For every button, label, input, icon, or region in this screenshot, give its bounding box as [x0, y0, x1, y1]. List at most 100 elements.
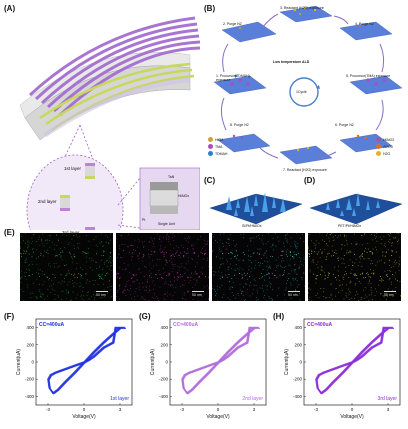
y-tick-label: 400: [160, 325, 168, 330]
afm-surfaces: [209, 192, 403, 225]
pt-label: Pt: [142, 218, 146, 222]
step-6: 6. Purge N2: [335, 123, 354, 127]
tma-swatch: [208, 144, 213, 149]
compliance-label: CC=400uA: [307, 322, 333, 328]
al2o3-swatch: [376, 144, 381, 149]
layer-stack-1: [85, 163, 95, 179]
x-tick-label: 0: [217, 407, 220, 412]
y-tick-label: 0: [299, 360, 302, 365]
panel-label-a: (A): [4, 4, 16, 13]
y-tick-label: 0: [165, 360, 168, 365]
y-tick-label: 200: [294, 342, 302, 347]
eds-map-2: 50 nm: [116, 233, 209, 301]
panel-label-h: (H): [273, 312, 285, 321]
iv-curve: [316, 327, 395, 395]
legend-h2o: H2O: [383, 151, 391, 156]
y-axis-label: Current(uA): [16, 349, 22, 375]
x-tick-label: -3: [180, 407, 184, 412]
panel-label-f: (F): [4, 312, 15, 321]
step-4: 4. Purge N2: [355, 22, 374, 26]
x-tick-label: 0: [83, 407, 86, 412]
compliance-label: CC=400uA: [173, 322, 199, 328]
panel-label-g: (G): [139, 312, 151, 321]
panel-label-b: (B): [204, 4, 216, 13]
single-unit-label: Single Unit: [158, 222, 175, 226]
scale-label-4: 50 nm: [384, 293, 394, 297]
x-tick-label: -3: [314, 407, 318, 412]
x-axis-label: Voltage(V): [72, 414, 96, 420]
panel-label-c: (C): [204, 176, 216, 185]
layer1-label: 1st layer: [64, 166, 82, 171]
y-axis-label: Current(uA): [284, 349, 290, 375]
panel-label-e: (E): [4, 228, 15, 237]
y-tick-label: 200: [26, 342, 34, 347]
eds-map-4: 50 nm: [308, 233, 401, 301]
h2o-swatch: [376, 151, 381, 156]
layer-label: 3rd layer: [378, 396, 398, 402]
afm-d-label: PET/Pt/HfAlOx: [338, 224, 362, 228]
step-8: 8. Purge N2: [230, 123, 249, 127]
legend-hfo2: HfO2: [215, 137, 224, 142]
legend-al2o3: Al2O3: [383, 144, 393, 149]
layer2-label: 2nd layer: [38, 199, 57, 204]
iv-curve: [315, 327, 394, 395]
eds-map-3: 50 nm: [212, 233, 305, 301]
x-tick-label: 3: [119, 407, 122, 412]
iv-plot-g: 400 200 0 -200 -400 -3 0 3 Voltage(V) Current(uA)…: [150, 318, 267, 420]
y-tick-label: -200: [25, 377, 35, 382]
iv-plot-h: 400 200 0 -200 -400 -3 0 3 Voltage(V) Current(uA)…: [284, 318, 401, 420]
legend-tma: TMA: [215, 144, 223, 149]
cycle-label: 1Cycle: [296, 90, 307, 94]
scale-label-1: 50 nm: [96, 293, 106, 297]
hfalo2-swatch: [376, 137, 381, 142]
layer-label: 1st layer: [110, 396, 129, 402]
step-1: 1. Procursor(TDMAH) exposure: [216, 74, 250, 82]
iv-curve: [47, 327, 126, 395]
layer-stack-3: [85, 227, 95, 230]
iv-curve: [315, 326, 393, 395]
hfalox-label: HfAlOx: [178, 194, 190, 198]
x-axis-label: Voltage(V): [206, 414, 230, 420]
step-2: 2. Purge N2: [223, 22, 242, 26]
iv-curve: [182, 327, 261, 395]
y-tick-label: 400: [294, 325, 302, 330]
layer-stack-2: [60, 195, 70, 211]
x-tick-label: -3: [46, 407, 50, 412]
y-tick-label: -400: [293, 394, 303, 399]
ald-legend-right: HfAlO2 Al2O3 H2O: [376, 136, 394, 157]
eds-map-1: 50 nm: [20, 233, 113, 301]
y-tick-label: -400: [159, 394, 169, 399]
layer3-label: 3rd layer: [62, 230, 80, 235]
y-axis-label: Current(uA): [150, 349, 156, 375]
x-tick-label: 3: [387, 407, 390, 412]
x-tick-label: 3: [253, 407, 256, 412]
iv-curve: [48, 327, 127, 395]
scale-label-2: 50 nm: [192, 293, 202, 297]
y-tick-label: -200: [293, 377, 303, 382]
step-7: 7. Reactant (H2O) exposure: [283, 168, 327, 172]
step-5: 5. Procursor(TMA) exposure: [346, 74, 391, 78]
tdmah-swatch: [208, 151, 213, 156]
y-tick-label: 400: [26, 325, 34, 330]
legend-tdmah: TDMAH: [215, 151, 228, 156]
y-tick-label: -200: [159, 377, 169, 382]
ald-legend-left: HfO2 TMA TDMAH: [208, 136, 227, 157]
legend-hfalo2: HfAlO2: [383, 137, 395, 142]
iv-curve: [47, 326, 125, 395]
crossbar-array-illustration: [19, 16, 200, 230]
y-tick-label: -400: [25, 394, 35, 399]
scale-label-3: 50 nm: [288, 293, 298, 297]
iv-curve: [181, 327, 260, 395]
iv-plot-f: 400 200 0 -200 -400 -3 0 3 Voltage(V) Current(uA)…: [16, 318, 133, 420]
y-tick-label: 0: [31, 360, 34, 365]
step-3: 3. Reactant (H2O) exposure: [280, 6, 324, 10]
layer-label: 2nd layer: [242, 396, 263, 402]
x-tick-label: 0: [351, 407, 354, 412]
hfo2-swatch: [208, 137, 213, 142]
compliance-label: CC=400uA: [39, 322, 65, 328]
afm-c-label: Si/Pt/HfAlOx: [242, 224, 262, 228]
y-tick-label: 200: [160, 342, 168, 347]
ald-center-title: Low temperature ALD: [273, 60, 310, 64]
x-axis-label: Voltage(V): [340, 414, 364, 420]
tan-label: TaN: [168, 175, 175, 179]
